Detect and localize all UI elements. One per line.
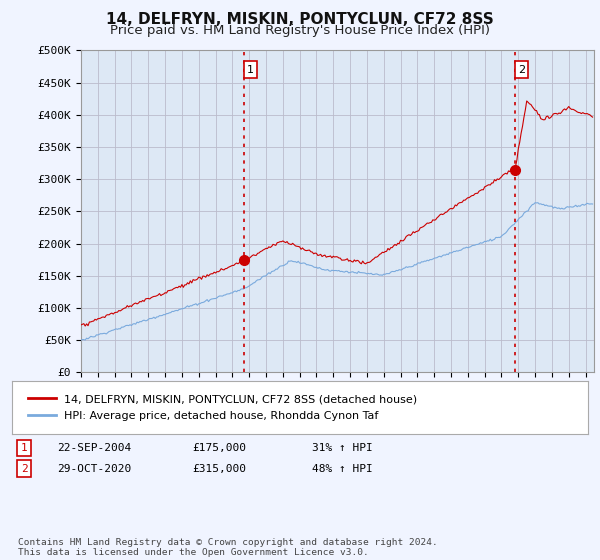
Text: 14, DELFRYN, MISKIN, PONTYCLUN, CF72 8SS: 14, DELFRYN, MISKIN, PONTYCLUN, CF72 8SS [106, 12, 494, 27]
Text: 1: 1 [247, 65, 254, 74]
Text: 31% ↑ HPI: 31% ↑ HPI [312, 443, 373, 453]
Text: 48% ↑ HPI: 48% ↑ HPI [312, 464, 373, 474]
Text: £315,000: £315,000 [192, 464, 246, 474]
Text: 1: 1 [20, 443, 28, 453]
Text: 22-SEP-2004: 22-SEP-2004 [57, 443, 131, 453]
Text: 2: 2 [20, 464, 28, 474]
Text: Price paid vs. HM Land Registry's House Price Index (HPI): Price paid vs. HM Land Registry's House … [110, 24, 490, 36]
Text: Contains HM Land Registry data © Crown copyright and database right 2024.
This d: Contains HM Land Registry data © Crown c… [18, 538, 438, 557]
Legend: 14, DELFRYN, MISKIN, PONTYCLUN, CF72 8SS (detached house), HPI: Average price, d: 14, DELFRYN, MISKIN, PONTYCLUN, CF72 8SS… [23, 390, 422, 425]
Text: 2: 2 [518, 65, 525, 74]
Text: £175,000: £175,000 [192, 443, 246, 453]
Text: 29-OCT-2020: 29-OCT-2020 [57, 464, 131, 474]
